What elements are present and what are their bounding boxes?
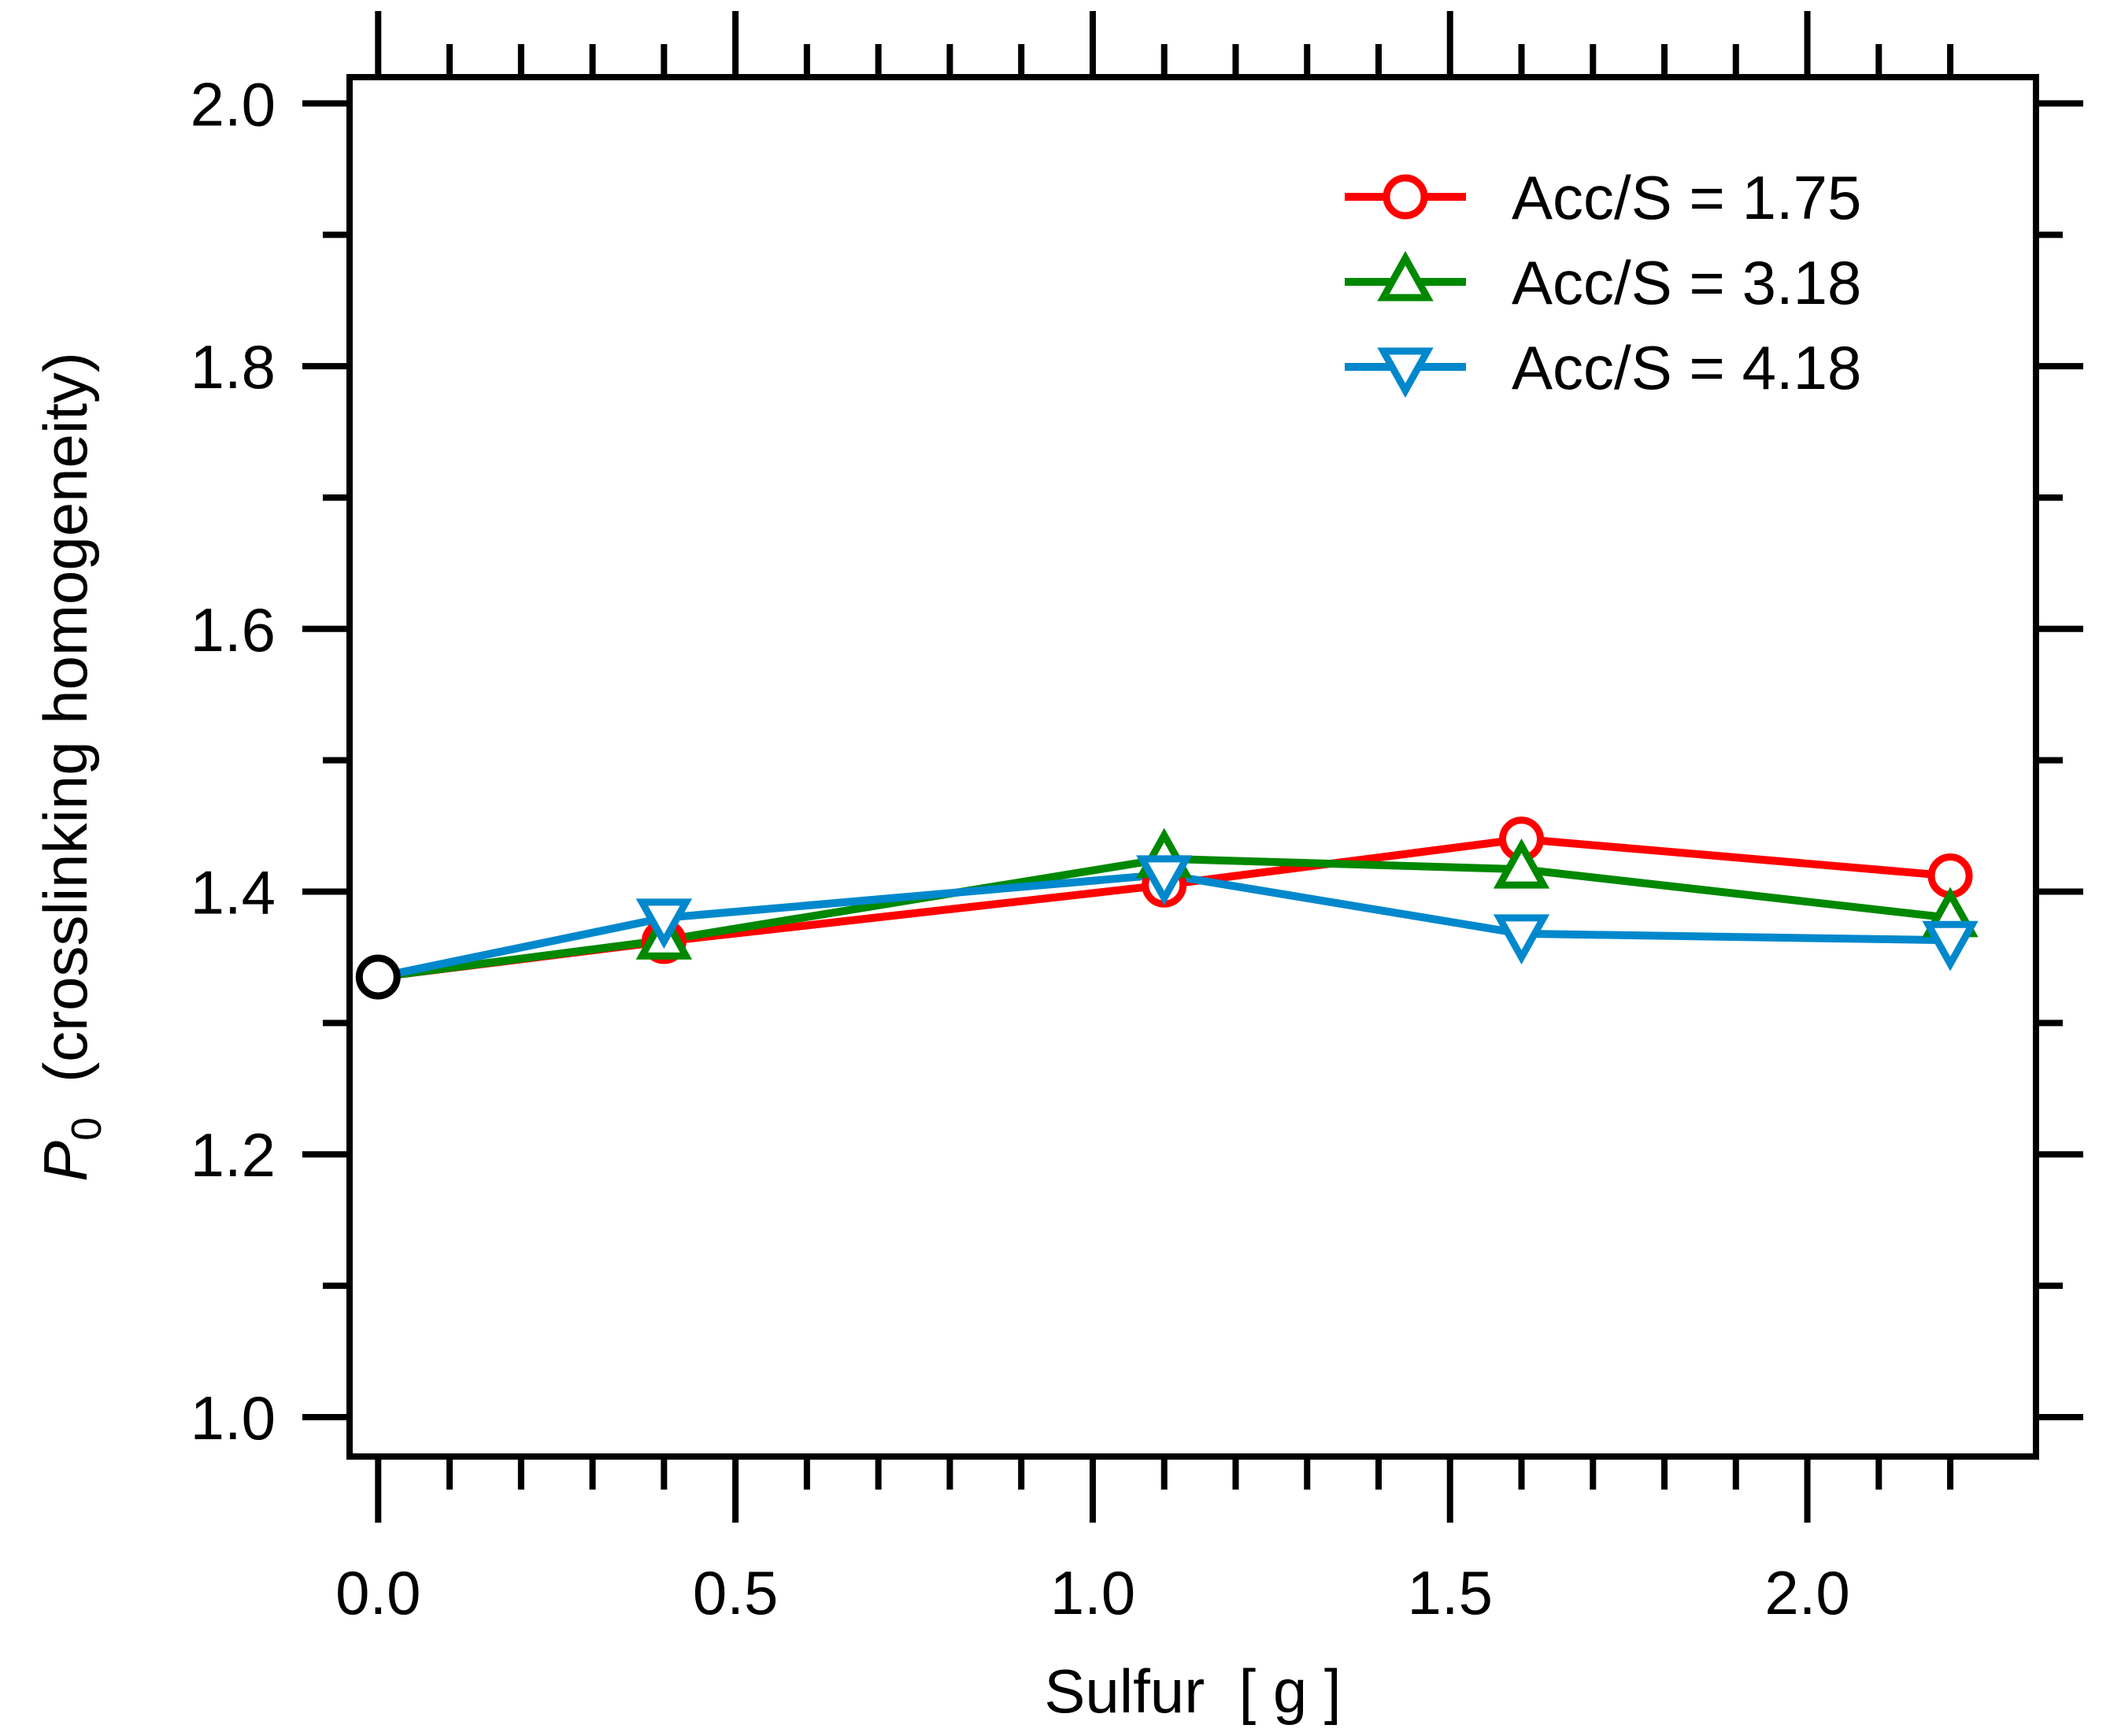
legend-label: Acc/S = 4.18 [1512,333,1861,402]
y-tick-label: 1.4 [191,858,276,927]
series-layer [355,816,1979,1000]
x-tick-label: 1.5 [1408,1558,1493,1627]
y-tick-label: 1.8 [191,332,276,402]
data-point [1922,920,1979,972]
legend-marker [1377,347,1434,398]
legend-marker [1377,250,1434,302]
x-tick-label: 2.0 [1764,1558,1849,1627]
legend-label: Acc/S = 3.18 [1512,248,1861,317]
legend-label: Acc/S = 1.75 [1512,163,1861,232]
y-axis-symbol: P [31,1141,100,1182]
y-axis-subscript: 0 [63,1117,110,1141]
x-tick-label: 0.5 [693,1558,778,1627]
plot-frame [346,74,2039,1460]
y-tick-label: 2.0 [191,69,276,139]
origin-data-point [355,954,401,1000]
legend-marker [1383,174,1428,220]
svg-text:P0(crosslinking homogeneity): P0 (crosslinking homogeneity) [31,352,110,1182]
y-axis-title: P0 (crosslinking homogeneity) [31,352,110,1182]
y-tick-label: 1.0 [191,1383,276,1453]
x-tick-label: 1.0 [1050,1558,1135,1627]
data-point [635,898,693,949]
x-axis-title: Sulfur [ g ] [1044,1656,1341,1726]
data-point [1136,855,1193,906]
y-tick-label: 1.6 [191,595,276,664]
data-point [1493,914,1550,965]
data-point [1493,838,1550,889]
y-tick-label: 1.2 [191,1120,276,1190]
x-tick-label: 0.0 [335,1558,420,1627]
y-axis-description: (crosslinking homogeneity) [31,352,100,1083]
legend: Acc/S = 1.75 Acc/S = 3.18 Acc/S = 4.18 [1345,163,1861,402]
ticks-layer: 0.0 0.5 1.0 1.5 2.0 1.0 1.2 1.4 1.6 1.8 2.0 [191,11,2083,1627]
